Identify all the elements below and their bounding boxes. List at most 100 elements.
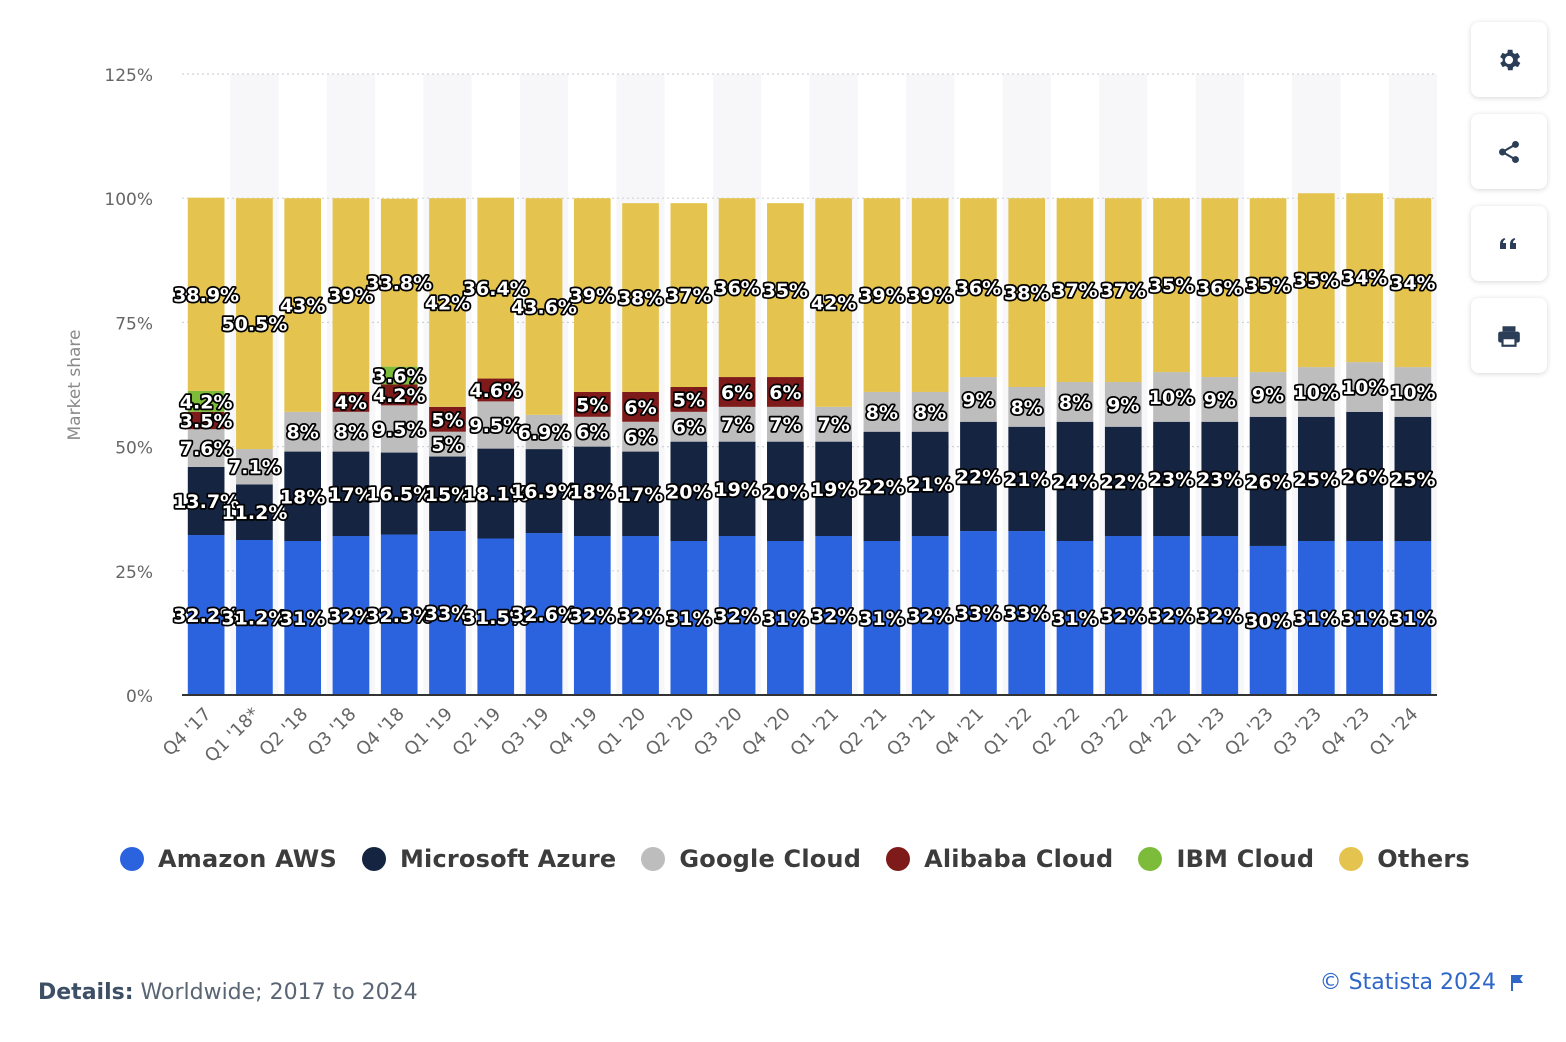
bar-segment bbox=[1008, 198, 1046, 387]
settings-button[interactable] bbox=[1471, 22, 1547, 97]
x-tick-label: Q3 '21 bbox=[883, 704, 940, 761]
data-label: 16.9% bbox=[511, 481, 577, 503]
bar-segment bbox=[767, 441, 804, 541]
bar-segment bbox=[332, 451, 370, 537]
data-label: 31.2% bbox=[221, 607, 287, 629]
data-label: 36% bbox=[714, 278, 759, 300]
bar-segment bbox=[380, 405, 418, 453]
data-label: 32% bbox=[328, 606, 373, 628]
data-label: 32.2% bbox=[173, 605, 239, 627]
bar-segment bbox=[1056, 198, 1094, 383]
data-label: 35% bbox=[1149, 275, 1194, 297]
data-label: 37% bbox=[1101, 280, 1146, 302]
data-label: 36% bbox=[1197, 278, 1242, 300]
legend-swatch bbox=[886, 847, 911, 871]
legend-item[interactable]: Alibaba Cloud bbox=[886, 845, 1113, 873]
data-label: 9% bbox=[1204, 389, 1236, 411]
legend-item[interactable]: Microsoft Azure bbox=[361, 845, 617, 873]
bar-segment bbox=[767, 540, 804, 695]
statista-credit-link[interactable]: © Statista 2024 bbox=[1320, 970, 1524, 995]
bar-segment bbox=[718, 441, 756, 537]
share-button[interactable] bbox=[1471, 114, 1547, 189]
flag-icon bbox=[1511, 974, 1523, 991]
legend-swatch bbox=[1339, 847, 1364, 871]
bar-segment bbox=[429, 531, 466, 695]
x-tick-label: Q1 '23 bbox=[1173, 704, 1230, 761]
bar-segment bbox=[1153, 372, 1190, 422]
bar-segment bbox=[863, 391, 901, 432]
y-tick-label: 75% bbox=[115, 314, 153, 334]
bar-segment bbox=[1104, 536, 1142, 695]
bar-segment bbox=[477, 448, 515, 539]
legend-swatch bbox=[1138, 847, 1163, 871]
data-label: 31% bbox=[1052, 608, 1097, 630]
legend-swatch bbox=[361, 847, 386, 871]
legend-item[interactable]: Google Cloud bbox=[641, 845, 861, 873]
bar-segment bbox=[1153, 198, 1190, 373]
share-icon bbox=[1499, 140, 1519, 163]
data-label: 32% bbox=[618, 606, 663, 628]
data-label: 39% bbox=[859, 285, 904, 307]
legend-item[interactable]: Others bbox=[1339, 845, 1470, 873]
data-label: 24% bbox=[1052, 471, 1097, 493]
bar-segment bbox=[718, 536, 756, 695]
print-button[interactable] bbox=[1471, 298, 1547, 373]
data-labels: 32.2%13.7%7.6%3.5%4.2%38.9%31.2%11.2%7.1… bbox=[171, 266, 1437, 634]
bar-segment bbox=[1201, 377, 1239, 422]
data-label: 19% bbox=[714, 479, 759, 501]
bar-segment bbox=[380, 198, 418, 367]
bar-segment bbox=[815, 198, 852, 407]
y-tick-label: 0% bbox=[126, 687, 153, 707]
bar-segment bbox=[911, 431, 949, 537]
data-label: 4% bbox=[335, 392, 367, 414]
bar-segment bbox=[815, 441, 852, 537]
data-label: 32% bbox=[1149, 606, 1194, 628]
bar-segment bbox=[332, 536, 370, 695]
bar-segment bbox=[380, 384, 418, 406]
data-label: 31% bbox=[1294, 608, 1339, 630]
x-tick-label: Q1 '22 bbox=[980, 704, 1037, 761]
data-label: 6% bbox=[721, 382, 753, 404]
legend-item[interactable]: IBM Cloud bbox=[1138, 845, 1314, 873]
data-label: 25% bbox=[1390, 469, 1435, 491]
bar-segment bbox=[815, 536, 852, 695]
data-label: 3.6% bbox=[373, 366, 426, 388]
data-label: 39% bbox=[570, 285, 615, 307]
data-label: 9% bbox=[962, 389, 994, 411]
bar-segment bbox=[429, 198, 466, 407]
bar-segment bbox=[1104, 382, 1142, 427]
data-label: 35% bbox=[1245, 275, 1290, 297]
data-label: 9.5% bbox=[469, 415, 522, 437]
data-label: 6% bbox=[673, 417, 705, 439]
bar-segment bbox=[236, 539, 273, 695]
x-tick-label: Q4 '21 bbox=[931, 704, 988, 761]
legend-item[interactable]: Amazon AWS bbox=[120, 845, 337, 873]
data-label: 33.8% bbox=[366, 273, 432, 295]
legend-swatch bbox=[641, 847, 666, 871]
bar-segment bbox=[863, 540, 901, 695]
data-label: 5% bbox=[576, 394, 608, 416]
grid-lines bbox=[182, 73, 1437, 695]
y-tick-label: 100% bbox=[104, 190, 153, 210]
bar-segment bbox=[429, 456, 466, 532]
x-tick-label: Q1 '19 bbox=[400, 704, 457, 761]
data-label: 6% bbox=[624, 427, 656, 449]
data-label: 35% bbox=[763, 280, 808, 302]
data-label: 25% bbox=[1294, 469, 1339, 491]
data-label: 36% bbox=[956, 278, 1001, 300]
data-label: 32% bbox=[1101, 606, 1146, 628]
bar-segment bbox=[1008, 386, 1046, 427]
bar-segment bbox=[187, 197, 225, 391]
bar-segment bbox=[767, 203, 804, 378]
x-tick-label: Q1 '21 bbox=[786, 704, 843, 761]
data-label: 43.6% bbox=[511, 297, 577, 319]
bar-segment bbox=[1297, 416, 1335, 541]
data-label: 17% bbox=[328, 484, 373, 506]
data-label: 20% bbox=[763, 481, 808, 503]
data-label: 34% bbox=[1342, 268, 1387, 290]
data-label: 10% bbox=[1390, 382, 1435, 404]
cite-button[interactable] bbox=[1471, 206, 1547, 281]
bar-segment bbox=[1249, 198, 1287, 373]
legend-label: Microsoft Azure bbox=[399, 845, 617, 873]
x-tick-label: Q1 '18* bbox=[201, 704, 264, 767]
